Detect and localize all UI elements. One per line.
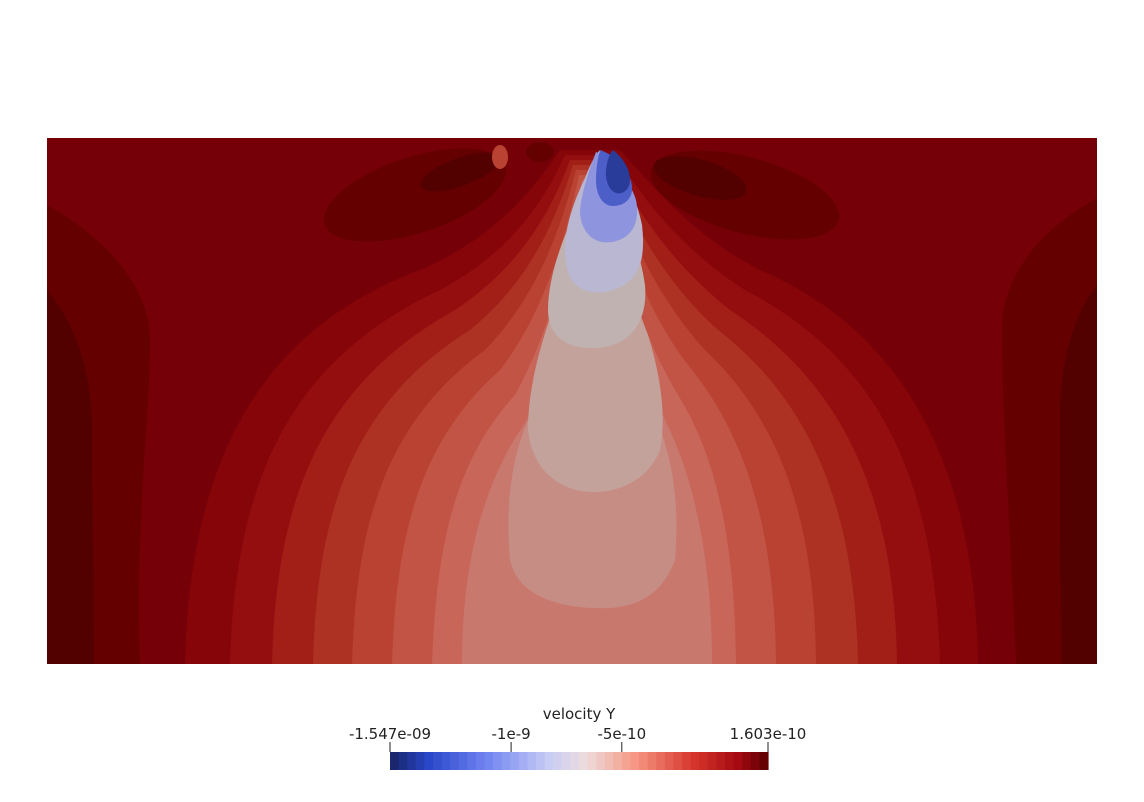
colorbar-band (579, 752, 589, 770)
colorbar-band (407, 752, 417, 770)
colorbar-band (510, 752, 520, 770)
left-darkest-region (47, 290, 94, 664)
colorbar-tick-label-neg1e9: -1e-9 (492, 725, 531, 743)
colorbar-band (596, 752, 606, 770)
colorbar-band (690, 752, 700, 770)
colorbar-band (467, 752, 477, 770)
colorbar-band (604, 752, 614, 770)
colorbar-band (544, 752, 554, 770)
colorbar-band (553, 752, 563, 770)
colorbar-band (518, 752, 529, 770)
colorbar-band (630, 752, 640, 770)
jet-core (605, 150, 630, 194)
colorbar-band (639, 752, 649, 770)
colorbar-band (716, 752, 726, 770)
contour-field (47, 138, 1097, 664)
colorbar-band (621, 752, 632, 770)
colorbar-band (450, 752, 460, 770)
colorbar-band (493, 752, 503, 770)
colorbar-band (424, 752, 434, 770)
colorbar-band (390, 752, 400, 770)
colorbar-tick-label-min: -1.547e-09 (349, 725, 431, 743)
colorbar-band (561, 752, 572, 770)
colorbar-tick-label-neg5e10: -5e-10 (597, 725, 646, 743)
right-darkest-region (1060, 285, 1097, 664)
colorbar-band (647, 752, 657, 770)
colorbar-band (570, 752, 580, 770)
top-blob-mid (526, 142, 554, 162)
colorbar-band (613, 752, 623, 770)
colorbar-band (527, 752, 537, 770)
right-dark-lobe-core (653, 156, 747, 200)
top-blob-left (492, 145, 508, 169)
colorbar-band (759, 752, 769, 770)
colorbar-band (587, 752, 597, 770)
colorbar-band (484, 752, 494, 770)
colorbar-tick-labels: -1.547e-09 -1e-9 -5e-10 1.603e-10 (349, 725, 806, 743)
colorbar-band (475, 752, 486, 770)
colorbar-band (750, 752, 761, 770)
colorbar: velocity Y -1.547e-09 -1e-9 -5e-10 1.603… (349, 705, 806, 770)
colorbar-title: velocity Y (543, 705, 616, 723)
colorbar-band (441, 752, 451, 770)
colorbar-band (742, 752, 752, 770)
colorbar-band (725, 752, 735, 770)
colorbar-band (415, 752, 425, 770)
colorbar-band (432, 752, 443, 770)
colorbar-band (699, 752, 709, 770)
colorbar-band (656, 752, 666, 770)
left-dark-lobe-core (420, 152, 500, 192)
colorbar-band (682, 752, 692, 770)
colorbar-band (458, 752, 468, 770)
colorbar-tick-marks (389, 742, 769, 752)
colorbar-tick-label-max: 1.603e-10 (730, 725, 807, 743)
colorbar-band (664, 752, 675, 770)
colorbar-band (501, 752, 511, 770)
colorbar-band (398, 752, 408, 770)
colorbar-band (733, 752, 743, 770)
colorbar-band (707, 752, 718, 770)
colorbar-band (673, 752, 683, 770)
colorbar-gradient (390, 752, 769, 770)
colorbar-band (536, 752, 546, 770)
